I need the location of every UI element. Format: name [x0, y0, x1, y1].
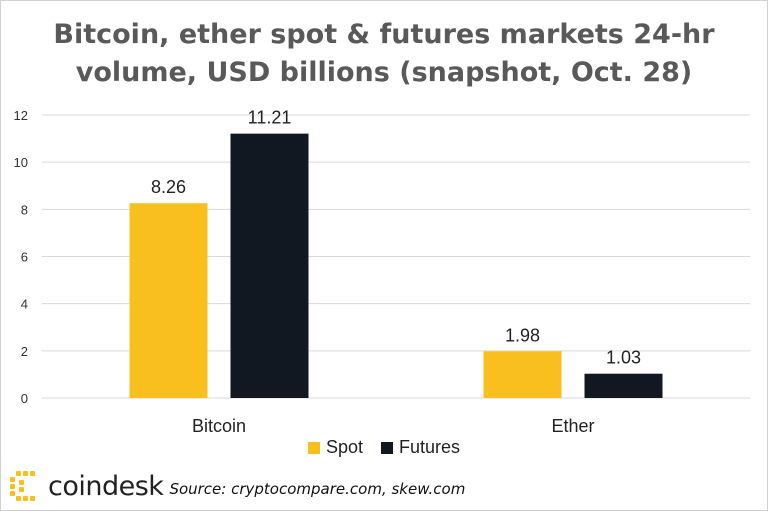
y-tick-label-2: 2: [21, 344, 28, 359]
chart-title-line-1: Bitcoin, ether spot & futures markets 24…: [53, 19, 715, 50]
data-label-spot-bitcoin: 8.26: [151, 177, 186, 197]
bar-spot-bitcoin: [129, 203, 208, 398]
chart-title-line-2: volume, USD billions (snapshot, Oct. 28): [75, 57, 693, 88]
data-label-futures-ether: 1.03: [606, 348, 641, 368]
y-tick-label-8: 8: [21, 202, 28, 217]
legend-swatch-spot: [307, 441, 320, 454]
footer: coindesk Source: cryptocompare.com, skew…: [10, 470, 465, 502]
legend-label-spot: Spot: [325, 437, 363, 457]
y-tick-label-4: 4: [21, 297, 28, 312]
bar-futures-bitcoin: [230, 133, 309, 398]
y-tick-label-6: 6: [21, 250, 28, 265]
data-label-spot-ether: 1.98: [505, 325, 540, 345]
chart-title: Bitcoin, ether spot & futures markets 24…: [0, 16, 768, 92]
data-label-futures-bitcoin: 11.21: [248, 108, 292, 128]
brand-name: coindesk: [48, 470, 164, 502]
y-tick-label-0: 0: [21, 391, 28, 406]
legend-item-spot: Spot: [307, 437, 363, 458]
bar-spot-ether: [483, 351, 562, 398]
legend-swatch-futures: [381, 441, 393, 454]
y-tick-label-12: 12: [14, 108, 28, 123]
coindesk-logo-icon: [10, 471, 35, 501]
chart-legend: Spot Futures: [0, 437, 768, 458]
legend-item-futures: Futures: [381, 437, 460, 458]
y-tick-label-10: 10: [14, 155, 28, 170]
legend-label-futures: Futures: [399, 437, 461, 457]
bar-futures-ether: [584, 373, 663, 398]
x-category-label-ether: Ether: [551, 416, 594, 436]
x-category-label-bitcoin: Bitcoin: [192, 416, 246, 436]
source-note: Source: cryptocompare.com, skew.com: [169, 480, 466, 498]
